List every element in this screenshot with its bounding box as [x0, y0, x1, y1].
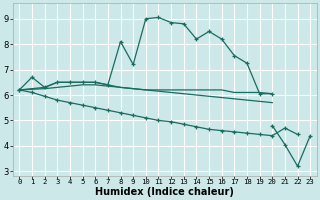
- X-axis label: Humidex (Indice chaleur): Humidex (Indice chaleur): [95, 187, 234, 197]
